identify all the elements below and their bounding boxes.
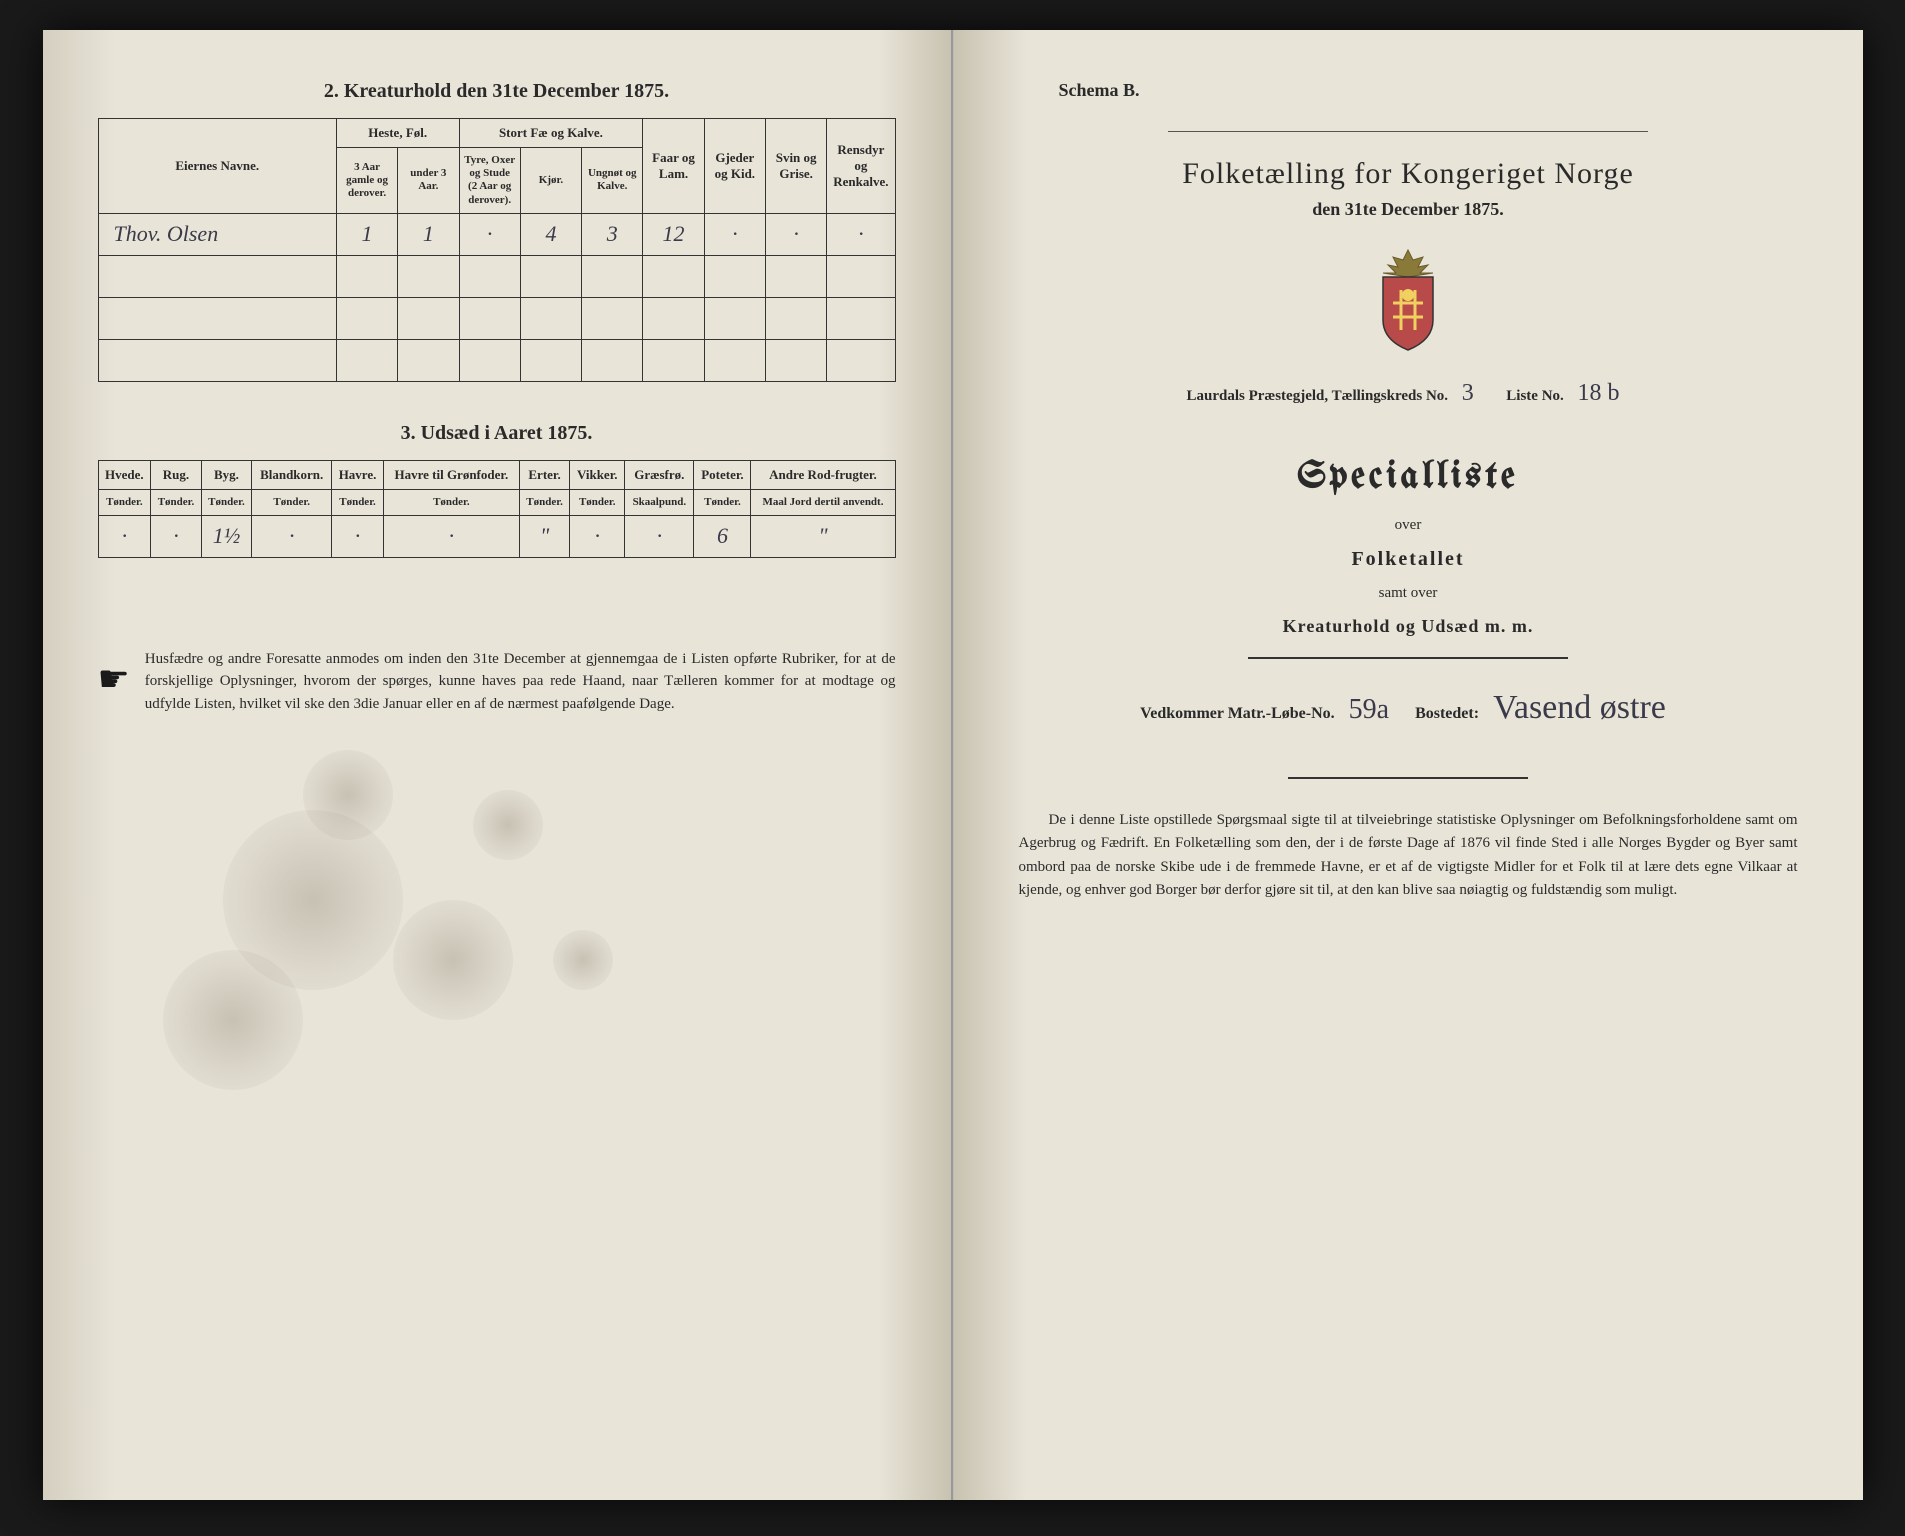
cell: 1 (398, 213, 459, 255)
cell: 1½ (201, 515, 251, 557)
cell: · (570, 515, 625, 557)
livestock-row: Thov. Olsen 1 1 · 4 3 12 · · · (98, 213, 895, 255)
census-book: 2. Kreaturhold den 31te December 1875. E… (43, 30, 1863, 1500)
th: Græsfrø. (625, 460, 694, 489)
census-date: den 31te December 1875. (1009, 199, 1808, 220)
cell: · (625, 515, 694, 557)
divider (1168, 131, 1647, 132)
th-unit: Tønder. (694, 489, 751, 515)
kreds-number: 3 (1462, 380, 1474, 406)
th-unit: Tønder. (332, 489, 384, 515)
divider (1248, 657, 1568, 659)
pointing-hand-icon: ☛ (98, 652, 130, 706)
matr-label: Vedkommer Matr.-Løbe-No. (1140, 705, 1335, 722)
th-stort1: Tyre, Oxer og Stude (2 Aar og derover). (459, 148, 520, 214)
section3-title: 3. Udsæd i Aaret 1875. (98, 422, 896, 445)
schema-label: Schema B. (1059, 80, 1808, 101)
th-unit: Tønder. (383, 489, 519, 515)
th: Blandkorn. (252, 460, 332, 489)
cell: · (459, 213, 520, 255)
cell: · (383, 515, 519, 557)
th-unit: Tønder. (570, 489, 625, 515)
th-unit: Tønder. (201, 489, 251, 515)
specialliste-title: Specialliste (1009, 457, 1808, 497)
th-unit: Tønder. (151, 489, 201, 515)
th: Andre Rod-frugter. (751, 460, 895, 489)
th-heste1: 3 Aar gamle og derover. (336, 148, 397, 214)
th: Erter. (519, 460, 569, 489)
spec-kreatur: Kreaturhold og Udsæd m. m. (1009, 616, 1808, 637)
cell: 6 (694, 515, 751, 557)
left-page: 2. Kreaturhold den 31te December 1875. E… (43, 30, 953, 1500)
th-heste2: under 3 Aar. (398, 148, 459, 214)
bostedet-line: Vedkommer Matr.-Løbe-No. 59a Bostedet: V… (1009, 689, 1808, 727)
owner-name: Thov. Olsen (98, 213, 336, 255)
empty-row (98, 297, 895, 339)
cell: 4 (520, 213, 581, 255)
parish-line: Laurdals Præstegjeld, Tællingskreds No. … (1009, 380, 1808, 407)
th-unit: Tønder. (519, 489, 569, 515)
th-heste: Heste, Føl. (336, 119, 459, 148)
th: Byg. (201, 460, 251, 489)
cell: · (704, 213, 765, 255)
parish-prefix: Laurdals Præstegjeld, Tællingskreds No. (1186, 388, 1448, 404)
th-faar: Faar og Lam. (643, 119, 704, 214)
th-unit: Tønder. (252, 489, 332, 515)
cell: " (751, 515, 895, 557)
spec-samt: samt over (1009, 585, 1808, 602)
seed-table: Hvede. Rug. Byg. Blandkorn. Havre. Havre… (98, 460, 896, 558)
th-unit: Tønder. (98, 489, 151, 515)
cell: 1 (336, 213, 397, 255)
spec-folketallet: Folketallet (1009, 548, 1808, 571)
cell: 3 (582, 213, 643, 255)
th: Rug. (151, 460, 201, 489)
cell: · (98, 515, 151, 557)
main-title: Folketælling for Kongeriget Norge (1009, 157, 1808, 191)
cell: " (519, 515, 569, 557)
section2-title: 2. Kreaturhold den 31te December 1875. (98, 80, 896, 103)
th: Poteter. (694, 460, 751, 489)
cell: 12 (643, 213, 704, 255)
instruction-block: ☛ Husfædre og andre Foresatte anmodes om… (98, 648, 896, 716)
seed-row: · · 1½ · · · " · · 6 " (98, 515, 895, 557)
instruction-text: Husfædre og andre Foresatte anmodes om i… (145, 648, 896, 716)
th-stort3: Ungnøt og Kalve. (582, 148, 643, 214)
liste-label: Liste No. (1506, 388, 1564, 404)
th-unit: Skaalpund. (625, 489, 694, 515)
livestock-table: Eiernes Navne. Heste, Føl. Stort Fæ og K… (98, 118, 896, 382)
th: Hvede. (98, 460, 151, 489)
empty-row (98, 339, 895, 381)
th-svin: Svin og Grise. (765, 119, 826, 214)
liste-number: 18 b (1578, 380, 1620, 406)
bostedet-label: Bostedet: (1415, 705, 1479, 722)
th-name: Eiernes Navne. (98, 119, 336, 214)
empty-row (98, 255, 895, 297)
th-rensdyr: Rensdyr og Renkalve. (827, 119, 895, 214)
th: Vikker. (570, 460, 625, 489)
place-name: Vasend østre (1493, 689, 1666, 726)
cell: · (151, 515, 201, 557)
th-gjeder: Gjeder og Kid. (704, 119, 765, 214)
cell: · (332, 515, 384, 557)
spec-over: over (1009, 517, 1808, 534)
right-page: Schema B. Folketælling for Kongeriget No… (953, 30, 1863, 1500)
th: Havre til Grønfoder. (383, 460, 519, 489)
cell: · (252, 515, 332, 557)
th-unit: Maal Jord dertil anvendt. (751, 489, 895, 515)
divider (1288, 777, 1528, 779)
th: Havre. (332, 460, 384, 489)
th-stort: Stort Fæ og Kalve. (459, 119, 643, 148)
matr-number: 59a (1349, 694, 1389, 725)
th-stort2: Kjør. (520, 148, 581, 214)
cell: · (827, 213, 895, 255)
bottom-paragraph: De i denne Liste opstillede Spørgsmaal s… (1009, 809, 1808, 902)
coat-of-arms-icon (1363, 245, 1453, 355)
cell: · (765, 213, 826, 255)
